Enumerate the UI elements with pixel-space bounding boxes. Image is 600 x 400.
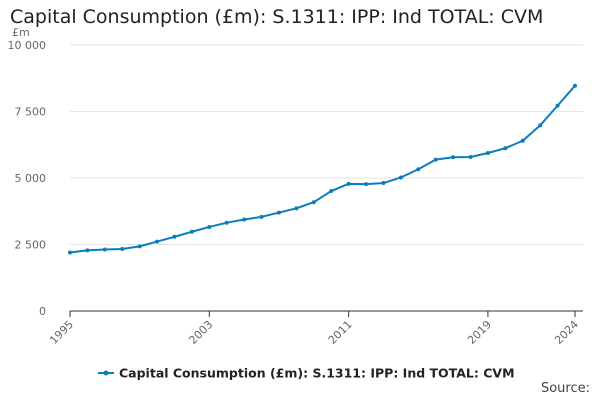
x-tick-label: 2003 bbox=[186, 318, 215, 347]
source-label: Source: bbox=[540, 381, 590, 396]
legend[interactable]: Capital Consumption (£m): S.1311: IPP: I… bbox=[98, 366, 515, 381]
data-point[interactable] bbox=[416, 167, 421, 172]
data-point[interactable] bbox=[155, 239, 160, 244]
data-point[interactable] bbox=[485, 150, 490, 155]
axes: 0 2 500 5 000 7 500 10 000 1995 2003 2011 2019 20… bbox=[8, 39, 583, 347]
y-tick-label: 10 000 bbox=[8, 39, 47, 52]
data-point[interactable] bbox=[102, 247, 107, 252]
x-tick-label: 2024 bbox=[552, 318, 581, 347]
data-point[interactable] bbox=[189, 229, 194, 234]
x-tick-label: 2011 bbox=[326, 318, 355, 347]
data-point[interactable] bbox=[120, 247, 125, 252]
series-layer bbox=[68, 83, 577, 255]
y-tick-label: 2 500 bbox=[15, 239, 47, 252]
data-point[interactable] bbox=[294, 206, 299, 211]
chart-title: Capital Consumption (£m): S.1311: IPP: I… bbox=[10, 6, 544, 28]
data-point[interactable] bbox=[433, 157, 438, 162]
data-point[interactable] bbox=[364, 182, 369, 187]
y-tick-label: 0 bbox=[39, 305, 46, 318]
data-point[interactable] bbox=[555, 103, 560, 108]
data-point[interactable] bbox=[68, 250, 72, 255]
series-line[interactable] bbox=[69, 85, 576, 254]
legend-dot-marker bbox=[103, 370, 109, 376]
data-point[interactable] bbox=[503, 146, 508, 151]
data-point[interactable] bbox=[242, 217, 247, 222]
data-point[interactable] bbox=[207, 224, 212, 229]
y-tick-label: 5 000 bbox=[15, 172, 47, 185]
x-tick-label: 1995 bbox=[47, 318, 76, 347]
data-point[interactable] bbox=[276, 210, 281, 215]
data-point[interactable] bbox=[259, 214, 264, 219]
y-tick-label: 7 500 bbox=[15, 106, 47, 119]
data-point[interactable] bbox=[520, 138, 525, 143]
data-point[interactable] bbox=[573, 83, 577, 88]
data-point[interactable] bbox=[329, 189, 334, 194]
data-point[interactable] bbox=[346, 181, 351, 186]
y-axis-unit-label: £m bbox=[12, 26, 30, 39]
data-point[interactable] bbox=[85, 248, 90, 253]
data-point[interactable] bbox=[224, 220, 229, 225]
data-point[interactable] bbox=[398, 175, 403, 180]
gridlines bbox=[70, 44, 583, 245]
data-point[interactable] bbox=[451, 155, 456, 160]
data-point[interactable] bbox=[311, 200, 316, 205]
data-point[interactable] bbox=[172, 234, 177, 239]
x-tick-label: 2019 bbox=[465, 318, 494, 347]
legend-label[interactable]: Capital Consumption (£m): S.1311: IPP: I… bbox=[119, 366, 515, 381]
data-point[interactable] bbox=[468, 154, 473, 159]
data-point[interactable] bbox=[381, 181, 386, 186]
data-point[interactable] bbox=[538, 123, 543, 128]
data-point[interactable] bbox=[137, 244, 142, 249]
